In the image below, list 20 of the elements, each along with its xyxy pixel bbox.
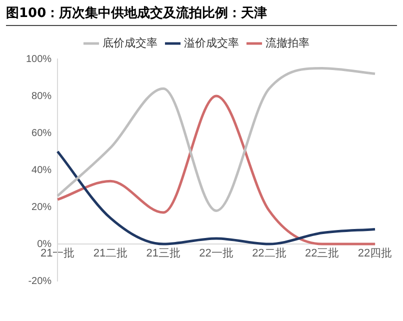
- y-tick-label: -20%: [28, 276, 52, 287]
- chart-title: 图100：历次集中供地成交及流拍比例：天津: [6, 4, 397, 26]
- line-series: [56, 67, 376, 212]
- y-tick-label: 100%: [26, 54, 52, 65]
- y-tick-label: 60%: [32, 128, 52, 139]
- x-tick-label: 21三批: [146, 248, 181, 260]
- x-tick-label: 22四批: [358, 248, 392, 260]
- y-tick-label: 80%: [32, 90, 52, 102]
- line-series: [56, 94, 376, 246]
- y-tick-label: 0%: [37, 238, 52, 250]
- legend-label: 底价成交率: [102, 36, 158, 50]
- x-tick-label: 22一批: [199, 248, 234, 260]
- x-tick-label: 22三批: [304, 248, 340, 260]
- y-tick-label: 40%: [32, 164, 52, 176]
- legend-label: 溢价成交率: [184, 36, 239, 50]
- x-tick-label: 21二批: [93, 248, 128, 260]
- y-tick-label: 20%: [32, 202, 52, 213]
- line-series: [56, 150, 376, 246]
- legend-label: 流撤拍率: [265, 36, 310, 50]
- x-tick-label: 22二批: [252, 248, 286, 260]
